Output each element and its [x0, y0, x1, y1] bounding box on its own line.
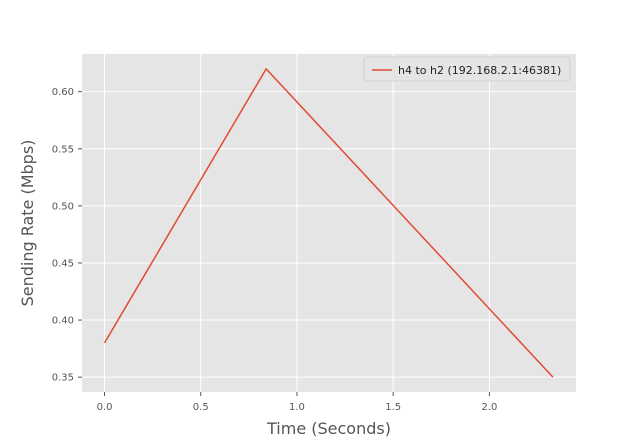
plot-area [82, 54, 576, 392]
legend: h4 to h2 (192.168.2.1:46381) [363, 56, 571, 82]
x-axis-ticks: 0.0 0.5 1.0 1.5 2.0 [97, 392, 497, 413]
y-tick-label: 0.50 [52, 201, 74, 212]
series-layer [103, 68, 554, 378]
legend-box [363, 56, 571, 82]
y-tick-label: 0.60 [52, 87, 74, 98]
y-tick-label: 0.45 [52, 258, 74, 269]
y-axis-label: Sending Rate (Mbps) [18, 140, 37, 307]
x-tick-label: 1.5 [385, 402, 401, 413]
y-tick-label: 0.55 [52, 144, 74, 155]
x-tick-label: 0.5 [193, 402, 209, 413]
x-tick-label: 0.0 [97, 402, 113, 413]
series-line [103, 68, 554, 378]
legend-entry-label: h4 to h2 (192.168.2.1:46381) [398, 64, 561, 77]
grid-lines [82, 54, 576, 392]
x-tick-label: 1.0 [289, 402, 305, 413]
y-tick-label: 0.35 [52, 373, 74, 384]
y-axis-ticks: 0.35 0.40 0.45 0.50 0.55 0.60 [52, 87, 82, 384]
x-tick-label: 2.0 [481, 402, 497, 413]
y-tick-label: 0.40 [52, 316, 74, 327]
x-axis-label: Time (Seconds) [266, 419, 391, 438]
